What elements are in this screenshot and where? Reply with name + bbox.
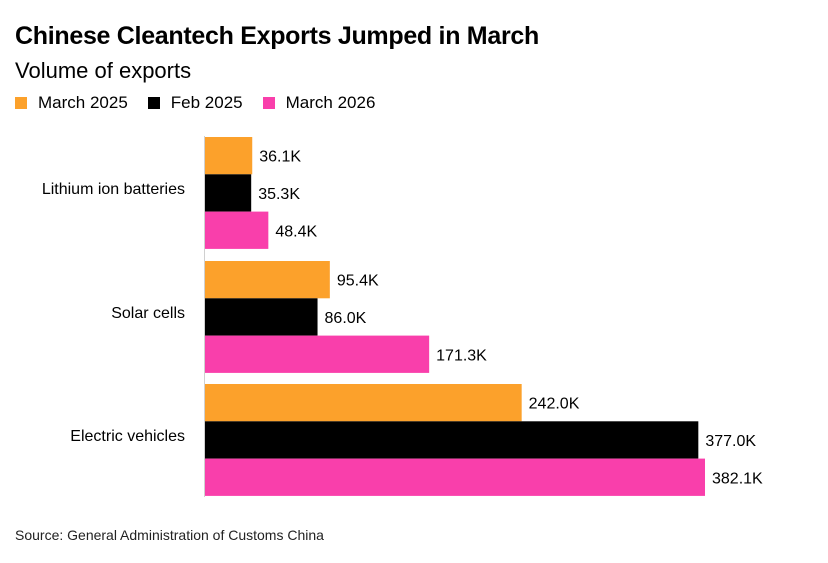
legend-swatch xyxy=(15,97,27,109)
chart-subtitle: Volume of exports xyxy=(15,58,192,83)
data-label: 377.0K xyxy=(705,433,756,450)
data-label: 35.3K xyxy=(258,186,300,203)
bar xyxy=(205,174,252,212)
legend-label: March 2026 xyxy=(285,93,376,112)
bar xyxy=(205,335,430,373)
bar xyxy=(205,298,318,336)
legend-label: March 2025 xyxy=(38,93,128,112)
legend-label: Feb 2025 xyxy=(170,93,243,112)
data-label: 242.0K xyxy=(529,396,580,413)
category-label: Solar cells xyxy=(111,305,185,322)
legend-item: March 2025 xyxy=(15,93,128,113)
chart-title: Chinese Cleantech Exports Jumped in Marc… xyxy=(15,22,539,50)
category-label: Electric vehicles xyxy=(70,428,185,445)
source-note: Source: General Administration of Custom… xyxy=(15,527,324,543)
legend-item: Feb 2025 xyxy=(147,93,243,113)
data-label: 95.4K xyxy=(337,273,379,290)
bar xyxy=(205,137,253,175)
bar xyxy=(205,458,705,496)
legend-item: March 2026 xyxy=(262,93,376,113)
bar xyxy=(205,421,699,459)
bar xyxy=(205,384,522,422)
data-label: 36.1K xyxy=(259,149,301,166)
legend: March 2025 Feb 2025 March 2026 xyxy=(15,93,395,113)
category-label: Lithium ion batteries xyxy=(42,181,185,198)
bar xyxy=(205,211,269,249)
data-label: 86.0K xyxy=(325,310,367,327)
bar xyxy=(205,261,330,299)
legend-swatch xyxy=(262,97,275,109)
data-label: 171.3K xyxy=(436,347,487,364)
legend-swatch xyxy=(147,97,160,109)
data-label: 382.1K xyxy=(712,470,763,487)
data-label: 48.4K xyxy=(275,223,317,240)
